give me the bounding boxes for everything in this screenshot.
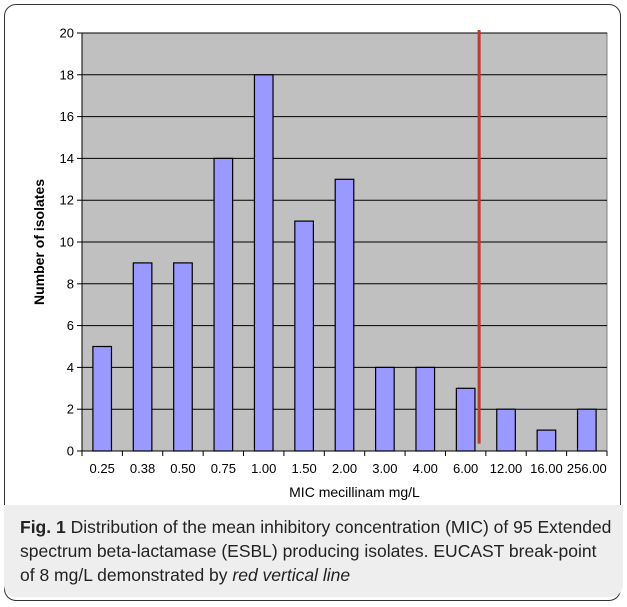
x-tick-label: 4.00 xyxy=(413,461,438,476)
bar xyxy=(374,366,395,452)
x-tick-label: 0.25 xyxy=(90,461,115,476)
x-tick-label: 2.00 xyxy=(332,461,357,476)
caption-body: Distribution of the mean inhibitory conc… xyxy=(20,517,612,585)
x-tick-label: 12.00 xyxy=(490,461,523,476)
x-tick-label: 1.50 xyxy=(291,461,316,476)
y-tick-label: 4 xyxy=(67,360,74,375)
x-tick-label: 0.38 xyxy=(130,461,155,476)
bar xyxy=(132,262,153,452)
caption-label: Fig. 1 xyxy=(20,517,66,537)
y-tick-label: 14 xyxy=(60,151,74,166)
x-tick-label: 3.00 xyxy=(372,461,397,476)
bar xyxy=(92,345,113,452)
caption-emphasis: red vertical line xyxy=(232,565,351,585)
y-tick-label: 18 xyxy=(60,67,74,82)
bar xyxy=(496,408,516,452)
y-tick-label: 2 xyxy=(67,402,74,417)
figure-caption: Fig. 1 Distribution of the mean inhibito… xyxy=(0,505,627,607)
y-tick-labels: 0 2 4 6 8 10 12 14 16 18 20 xyxy=(60,26,74,459)
bar xyxy=(455,387,476,452)
y-tick-label: 10 xyxy=(60,235,74,250)
y-axis-title: Number of isolates xyxy=(31,179,47,305)
x-tick-label: 6.00 xyxy=(453,461,478,476)
x-tick-label: 1.00 xyxy=(251,461,276,476)
y-tick-label: 6 xyxy=(67,318,74,333)
x-tick-labels: 0.25 0.38 0.50 0.75 1.00 1.50 2.00 3.00 4.00 6.00… xyxy=(90,461,607,476)
x-tick-label: 0.75 xyxy=(211,461,236,476)
bars xyxy=(92,74,597,452)
bar-chart: 0 2 4 6 8 10 12 14 16 18 20 0.25 0.38 0.50 0.75 1.00 1.… xyxy=(31,26,608,500)
x-axis-title: MIC mecillinam mg/L xyxy=(289,484,420,500)
bar xyxy=(253,74,274,452)
y-tick-label: 12 xyxy=(60,193,74,208)
y-tick-label: 0 xyxy=(67,444,74,459)
y-tick-label: 8 xyxy=(67,276,74,291)
bar xyxy=(536,429,557,452)
bar xyxy=(213,157,234,452)
y-tick-label: 20 xyxy=(60,26,74,41)
x-tick-label: 0.50 xyxy=(170,461,195,476)
bar xyxy=(576,408,597,452)
bar xyxy=(173,262,193,452)
x-tick-label: 16.00 xyxy=(530,461,563,476)
y-tick-label: 16 xyxy=(60,109,74,124)
x-tick-label: 256.00 xyxy=(567,461,607,476)
caption-background xyxy=(4,505,623,597)
bar xyxy=(334,178,355,452)
bar xyxy=(294,220,315,452)
caption-text: Fig. 1 Distribution of the mean inhibito… xyxy=(20,515,615,587)
bar xyxy=(415,366,436,452)
